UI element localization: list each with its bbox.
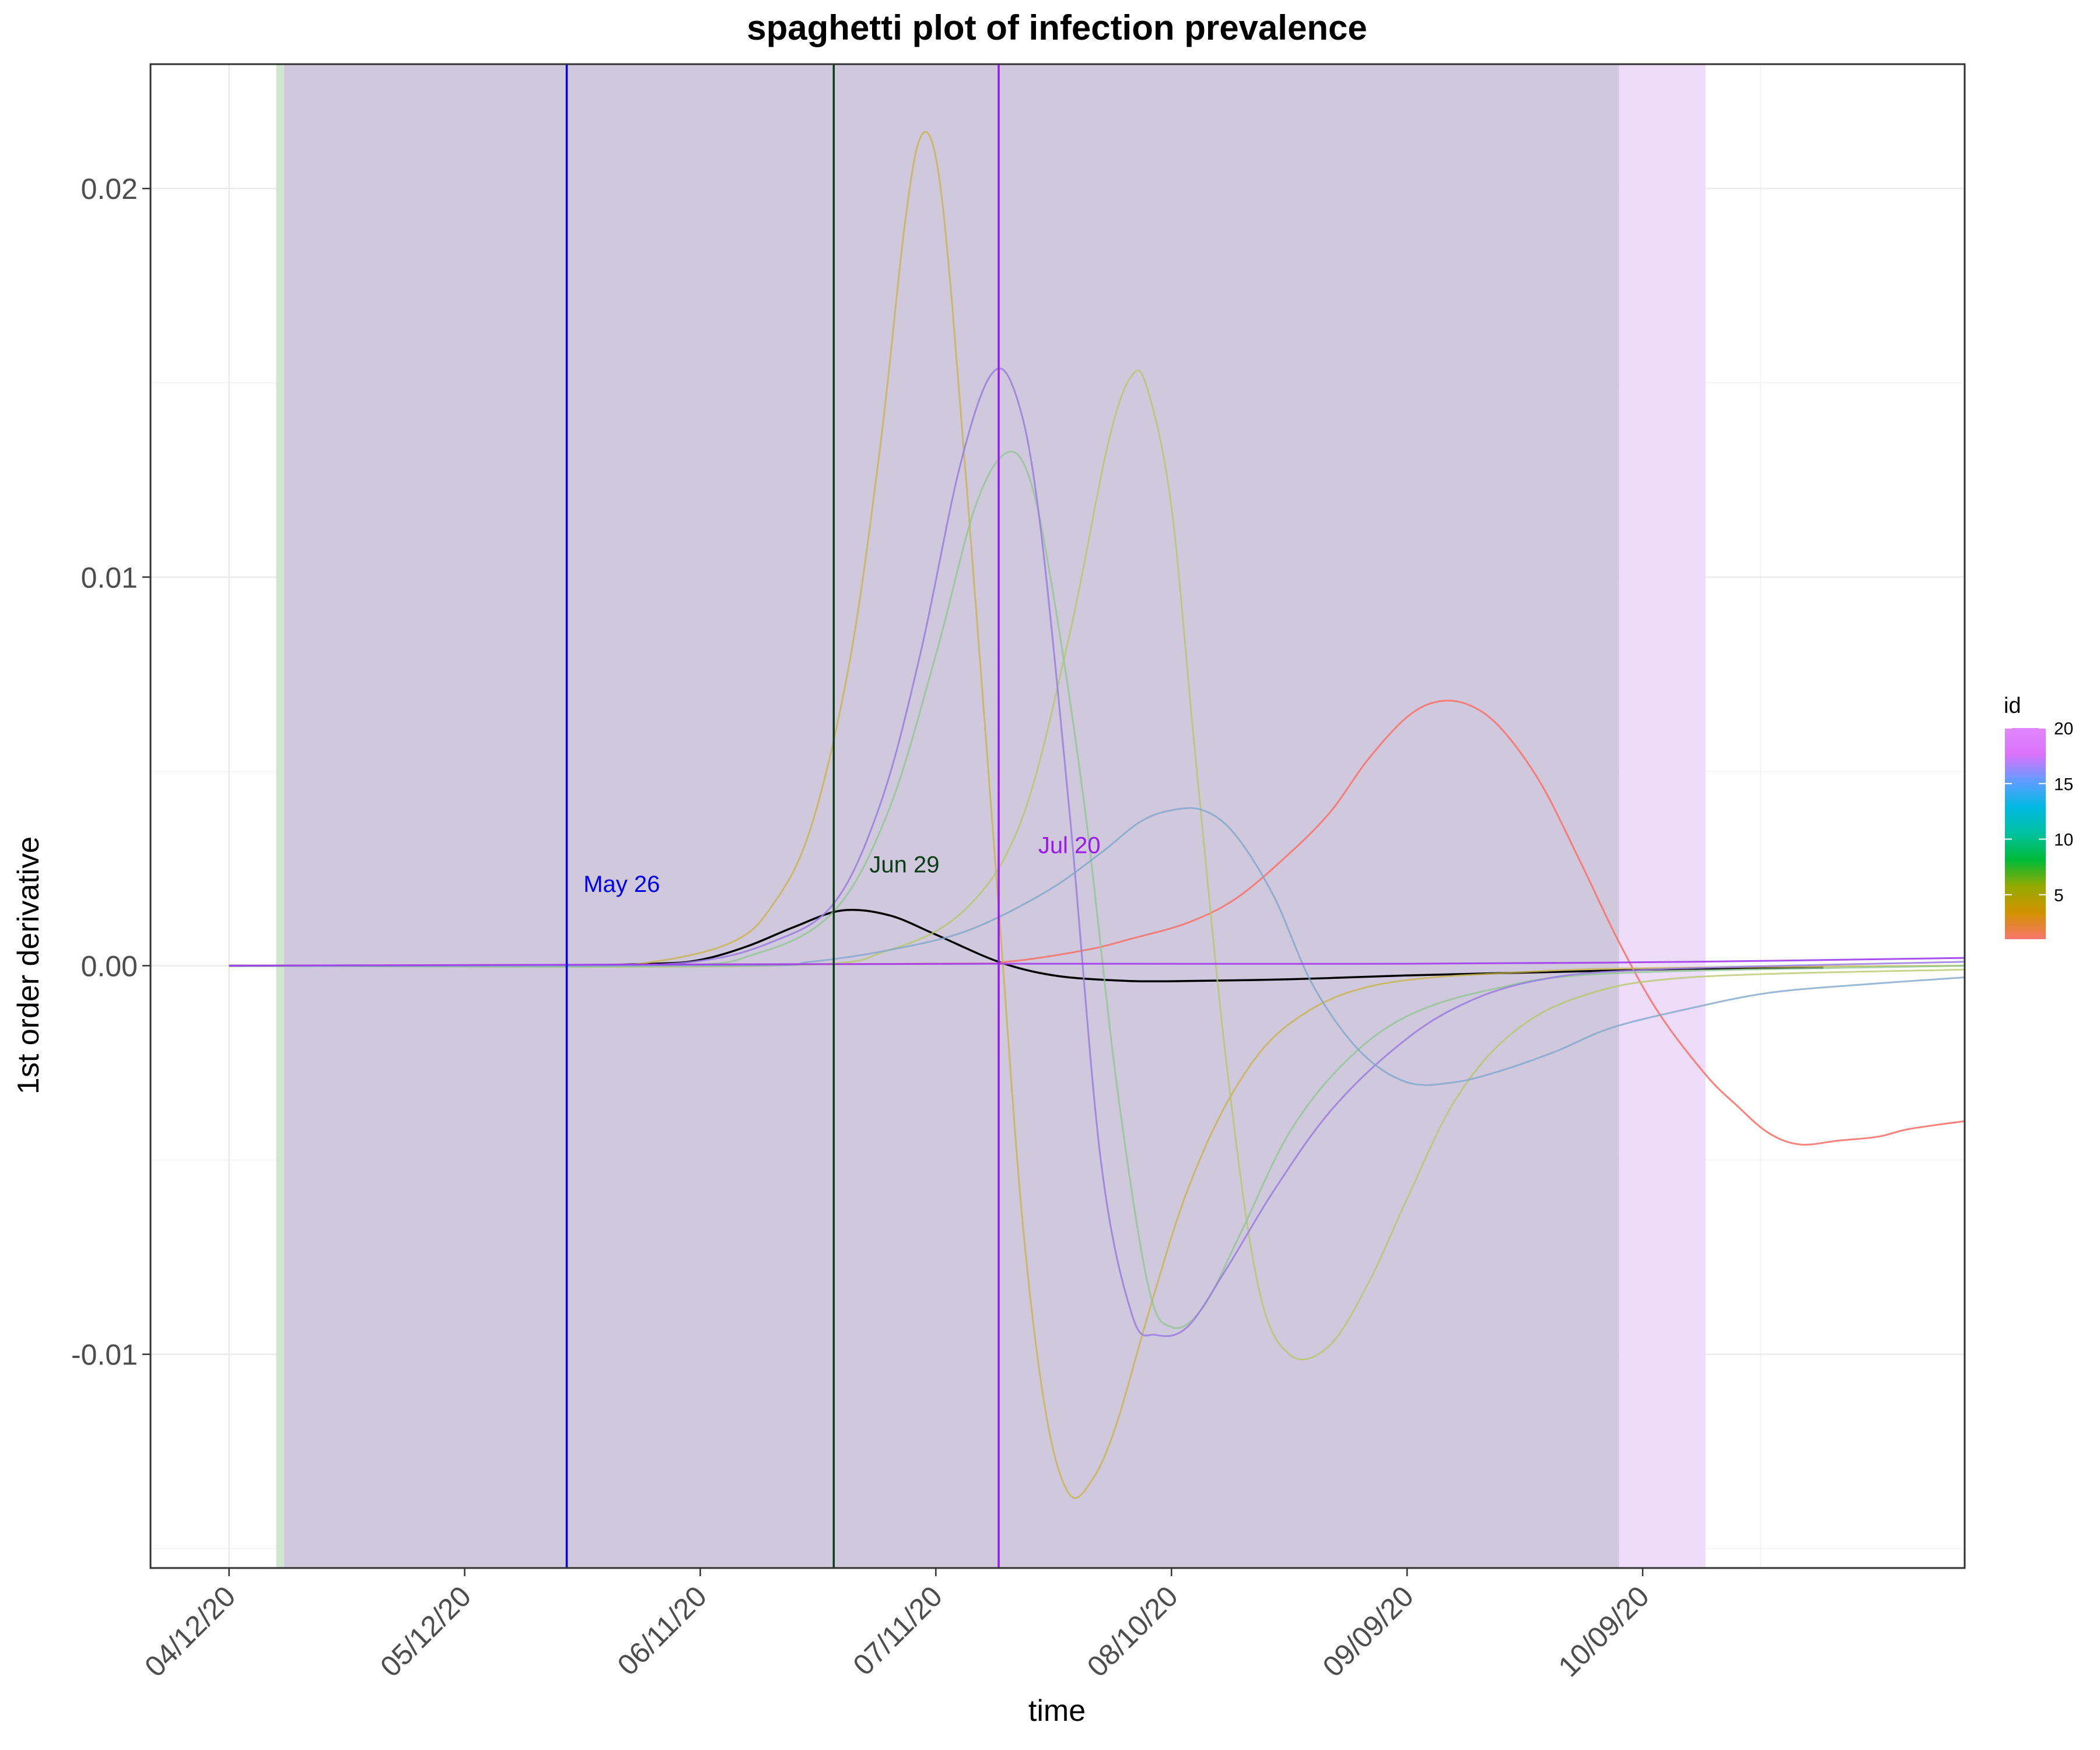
reference-line-label: Jun 29 xyxy=(869,852,939,878)
x-tick-label: 10/09/20 xyxy=(1552,1580,1656,1683)
series-line-8 xyxy=(229,957,1965,967)
series-line-6 xyxy=(229,368,1965,1338)
legend: id 5 10 15 20 xyxy=(2004,694,2073,939)
x-axis-title: time xyxy=(1028,1694,1086,1728)
reference-line-label: May 26 xyxy=(583,872,660,897)
y-tick-label: -0.01 xyxy=(71,1339,138,1371)
y-axis-title: 1st order derivative xyxy=(12,836,46,1094)
x-tick-label: 04/12/20 xyxy=(138,1580,242,1683)
series-line-4 xyxy=(229,369,1965,1360)
shaded-region xyxy=(276,64,284,1568)
legend-tick-label: 5 xyxy=(2054,886,2064,905)
shaded-regions xyxy=(276,64,1706,1568)
shaded-region xyxy=(284,64,1619,1568)
legend-title: id xyxy=(2004,694,2021,718)
series-line-3 xyxy=(229,131,1965,1499)
x-tick-label: 06/11/20 xyxy=(611,1580,713,1682)
legend-tick-label: 20 xyxy=(2054,719,2073,738)
plot-border xyxy=(149,63,1966,1569)
x-tick-label: 09/09/20 xyxy=(1317,1580,1420,1683)
y-tick-label: 0.01 xyxy=(81,561,138,594)
shaded-region xyxy=(1619,64,1706,1568)
x-tick-label: 08/10/20 xyxy=(1081,1580,1184,1683)
y-axis: -0.01 0.00 0.01 0.02 xyxy=(71,173,150,1371)
x-tick-label: 07/11/20 xyxy=(846,1580,949,1682)
legend-colorbar xyxy=(2005,728,2046,939)
reference-lines xyxy=(565,64,1000,1568)
x-tick-label: 05/12/20 xyxy=(374,1580,477,1683)
series-line-7 xyxy=(229,807,1965,1086)
plot-area: May 26 Jun 29 Jul 20 xyxy=(149,63,1966,1569)
y-tick-label: 0.02 xyxy=(81,173,138,205)
legend-tick-label: 10 xyxy=(2054,831,2073,850)
legend-tick-label: 15 xyxy=(2054,775,2073,794)
annotations: May 26 Jun 29 Jul 20 xyxy=(583,832,1100,897)
chart-title: spaghetti plot of infection prevalence xyxy=(747,8,1367,47)
legend-ticks: 5 10 15 20 xyxy=(2005,719,2073,905)
reference-line-label: Jul 20 xyxy=(1038,832,1101,858)
x-axis: 04/12/20 05/12/20 06/11/20 07/11/20 08/10/20… xyxy=(138,1568,1656,1683)
y-tick-label: 0.00 xyxy=(81,950,138,982)
